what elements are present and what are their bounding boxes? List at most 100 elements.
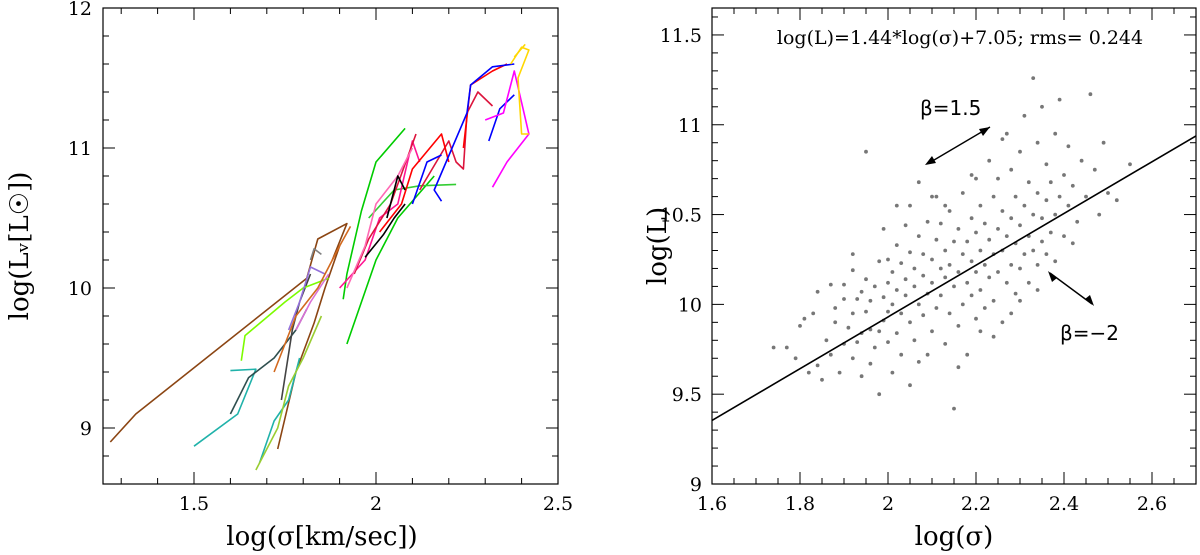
scatter-point-66 — [921, 313, 926, 318]
scatter-point-41 — [886, 340, 890, 344]
scatter-point-85 — [947, 209, 952, 213]
left-y-tick-label: 10 — [68, 278, 92, 300]
scatter-point-188 — [978, 329, 983, 334]
scatter-point-102 — [974, 270, 978, 274]
scatter-point-112 — [987, 237, 992, 242]
scatter-point-47 — [890, 270, 895, 274]
scatter-point-178 — [1009, 311, 1014, 316]
scatter-point-36 — [877, 392, 882, 397]
scatter-point-142 — [1031, 212, 1036, 217]
left-series-line-22 — [386, 175, 406, 219]
scatter-point-187 — [916, 180, 921, 185]
scatter-point-86 — [952, 284, 956, 289]
scatter-point-81 — [943, 275, 948, 280]
scatter-point-79 — [938, 221, 943, 226]
scatter-point-158 — [1057, 97, 1062, 102]
scatter-point-49 — [894, 288, 899, 292]
right-plot-frame — [711, 7, 1197, 485]
left-series-line-18 — [378, 133, 450, 233]
scatter-point-76 — [934, 237, 939, 242]
left-chart: 1.5 2 2.5 9 10 11 12 log(σ[km/sec]) log(Lᵥ[L☉]… — [5, 0, 573, 552]
left-series-line-6 — [240, 277, 329, 361]
scatter-point-171 — [1106, 191, 1110, 195]
scatter-point-19 — [846, 325, 851, 330]
scatter-point-25 — [859, 374, 864, 379]
scatter-point-55 — [903, 277, 908, 282]
beta-minus-arrowhead-bottom — [1085, 295, 1094, 306]
scatter-point-123 — [1004, 280, 1009, 285]
scatter-point-56 — [903, 223, 908, 228]
scatter-point-83 — [947, 311, 952, 316]
scatter-point-183 — [1035, 288, 1040, 292]
scatter-point-191 — [894, 203, 899, 208]
beta-plus-arrowhead-left — [925, 156, 936, 165]
scatter-point-54 — [903, 293, 908, 298]
scatter-point-89 — [956, 324, 961, 328]
left-series-line-9 — [295, 273, 330, 331]
left-series-line-11 — [273, 226, 352, 373]
scatter-point-80 — [943, 342, 948, 346]
scatter-point-109 — [982, 263, 987, 267]
scatter-point-17 — [842, 297, 846, 301]
scatter-point-12 — [828, 282, 833, 287]
left-x-axis-title: log(σ[km/sec]) — [226, 522, 417, 552]
scatter-point-163 — [1070, 183, 1075, 188]
scatter-point-38 — [877, 259, 882, 264]
scatter-point-30 — [864, 149, 868, 154]
left-series-line-3 — [258, 357, 301, 464]
scatter-point-95 — [965, 280, 970, 285]
scatter-point-67 — [921, 273, 926, 278]
scatter-point-134 — [1018, 149, 1022, 154]
scatter-point-9 — [820, 377, 824, 382]
left-series-line-23 — [433, 63, 515, 202]
scatter-point-75 — [934, 306, 939, 310]
beta-plus-arrow-line — [928, 126, 991, 164]
scatter-point-21 — [850, 311, 855, 316]
scatter-point-150 — [1044, 252, 1049, 256]
scatter-point-154 — [1048, 180, 1053, 185]
scatter-point-0 — [771, 345, 776, 350]
scatter-point-58 — [908, 250, 912, 255]
scatter-point-7 — [815, 363, 820, 368]
scatter-point-174 — [934, 194, 939, 199]
right-x-tick-label: 2 — [882, 493, 894, 515]
scatter-point-177 — [991, 334, 996, 339]
scatter-point-190 — [850, 252, 855, 256]
scatter-point-1 — [784, 345, 789, 350]
scatter-point-28 — [864, 309, 868, 314]
left-series-line-8 — [287, 266, 326, 331]
scatter-point-10 — [824, 338, 829, 343]
right-scatter-group — [771, 76, 1132, 411]
fit-line — [711, 135, 1197, 422]
fit-equation-label: log(L)=1.44*log(σ)+7.05; rms= 0.244 — [777, 27, 1143, 49]
left-series-line-17 — [419, 91, 494, 191]
scatter-point-151 — [1044, 198, 1049, 203]
scatter-point-156 — [1053, 131, 1058, 136]
left-series-line-1 — [276, 245, 341, 450]
scatter-point-136 — [1022, 203, 1027, 208]
scatter-point-44 — [886, 257, 890, 262]
scatter-point-13 — [833, 320, 838, 325]
scatter-point-132 — [1018, 266, 1022, 271]
scatter-point-152 — [1044, 162, 1049, 167]
scatter-point-72 — [930, 280, 934, 285]
scatter-point-74 — [930, 194, 934, 199]
scatter-point-122 — [1000, 209, 1005, 213]
scatter-point-31 — [868, 361, 873, 366]
scatter-point-166 — [1084, 194, 1088, 199]
scatter-point-144 — [1035, 263, 1040, 267]
scatter-point-184 — [1053, 259, 1058, 264]
scatter-point-45 — [890, 370, 895, 375]
left-y-tick-label: 12 — [68, 0, 92, 20]
scatter-point-98 — [969, 293, 974, 298]
scatter-point-27 — [859, 289, 864, 294]
scatter-point-180 — [943, 203, 948, 208]
scatter-point-64 — [916, 302, 921, 307]
scatter-point-71 — [930, 329, 934, 334]
scatter-point-108 — [982, 306, 987, 310]
scatter-point-170 — [1101, 140, 1106, 145]
scatter-point-125 — [1004, 131, 1009, 136]
beta-minus-arrowhead-top — [1048, 271, 1057, 282]
beta-minus-label: β=−2 — [1060, 321, 1119, 345]
